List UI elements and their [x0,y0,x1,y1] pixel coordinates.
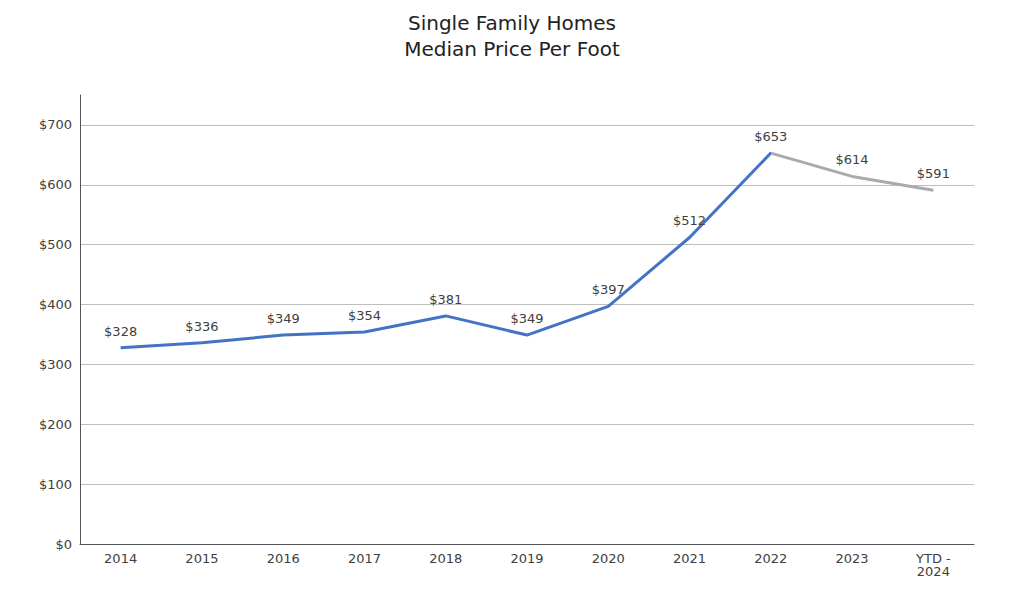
svg-text:2018: 2018 [429,551,462,566]
svg-text:$400: $400 [39,297,72,312]
svg-text:2016: 2016 [267,551,300,566]
svg-text:$381: $381 [429,292,462,307]
svg-text:$354: $354 [348,308,381,323]
svg-text:$397: $397 [592,282,625,297]
svg-text:2017: 2017 [348,551,381,566]
svg-text:2015: 2015 [185,551,218,566]
svg-text:$512: $512 [673,213,706,228]
svg-text:$653: $653 [754,129,787,144]
svg-text:$0: $0 [55,537,72,552]
svg-text:$700: $700 [39,117,72,132]
svg-text:Median Price Per Foot: Median Price Per Foot [404,37,620,61]
svg-text:2024: 2024 [917,564,950,579]
svg-text:2022: 2022 [754,551,787,566]
svg-text:$591: $591 [917,166,950,181]
svg-text:$600: $600 [39,177,72,192]
svg-text:2020: 2020 [592,551,625,566]
svg-text:$328: $328 [104,324,137,339]
svg-text:YTD -: YTD - [916,551,951,566]
svg-text:$614: $614 [836,152,869,167]
svg-text:2019: 2019 [510,551,543,566]
svg-text:$100: $100 [39,477,72,492]
svg-text:2023: 2023 [836,551,869,566]
svg-text:$349: $349 [267,311,300,326]
svg-text:$300: $300 [39,357,72,372]
svg-text:Single Family Homes: Single Family Homes [408,11,616,35]
svg-text:$336: $336 [185,319,218,334]
svg-text:$500: $500 [39,237,72,252]
svg-text:$200: $200 [39,417,72,432]
svg-text:$349: $349 [510,311,543,326]
svg-text:2014: 2014 [104,551,137,566]
svg-text:2021: 2021 [673,551,706,566]
